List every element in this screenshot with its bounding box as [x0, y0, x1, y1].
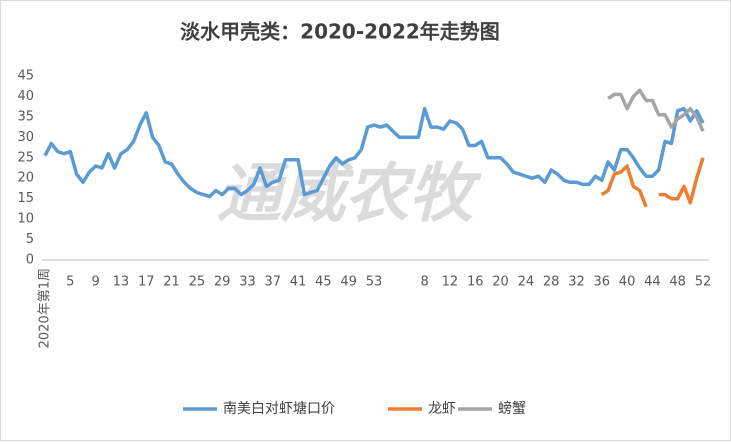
x-tick-label: 53 — [366, 275, 383, 290]
legend-label: 螃蟹 — [498, 400, 526, 417]
x-tick-label: 49 — [340, 275, 357, 290]
x-tick-label: 21 — [163, 275, 180, 290]
series-line — [600, 157, 705, 208]
x-tick-label: 12 — [442, 275, 459, 290]
y-tick-label: 40 — [17, 89, 34, 104]
series-line — [607, 88, 705, 132]
x-tick-label: 44 — [644, 275, 661, 290]
x-tick-label: 9 — [91, 275, 99, 290]
x-tick-label: 36 — [593, 275, 610, 290]
chart-title: 淡水甲壳类：2020-2022年走势图 — [180, 20, 500, 44]
x-tick-label: 28 — [543, 275, 560, 290]
y-tick-label: 20 — [17, 171, 34, 186]
x-tick-label: 13 — [113, 275, 130, 290]
x-tick-label: 37 — [264, 275, 281, 290]
x-tick-label: 24 — [518, 275, 535, 290]
x-tick-label: 20 — [492, 275, 509, 290]
series-line — [43, 106, 705, 199]
y-tick-label: 15 — [17, 191, 34, 206]
y-tick-label: 35 — [17, 109, 34, 124]
y-tick-label: 0 — [26, 253, 34, 268]
x-tick-label: 5 — [66, 275, 74, 290]
y-tick-label: 5 — [26, 232, 34, 247]
x-tick-label: 32 — [568, 275, 585, 290]
legend-label: 龙虾 — [428, 401, 456, 417]
x-tick-label: 29 — [214, 275, 231, 290]
y-tick-label: 45 — [17, 69, 34, 84]
x-tick-label: 16 — [467, 275, 484, 290]
x-tick-label: 48 — [669, 275, 686, 290]
watermark: 通威农牧 — [217, 158, 482, 232]
x-tick-label: 2020年第1周 — [38, 268, 53, 348]
y-tick-label: 30 — [17, 130, 34, 145]
x-tick-label: 8 — [420, 275, 428, 290]
x-tick-label: 25 — [189, 275, 206, 290]
x-tick-label: 41 — [290, 275, 307, 290]
y-tick-label: 10 — [17, 212, 34, 227]
x-tick-label: 17 — [138, 275, 155, 290]
x-tick-label: 40 — [619, 275, 636, 290]
legend-label: 南美白对虾塘口价 — [223, 401, 335, 417]
x-tick-label: 33 — [239, 275, 256, 290]
y-tick-label: 25 — [17, 150, 34, 165]
x-tick-label: 52 — [695, 275, 712, 290]
x-tick-label: 45 — [315, 275, 332, 290]
